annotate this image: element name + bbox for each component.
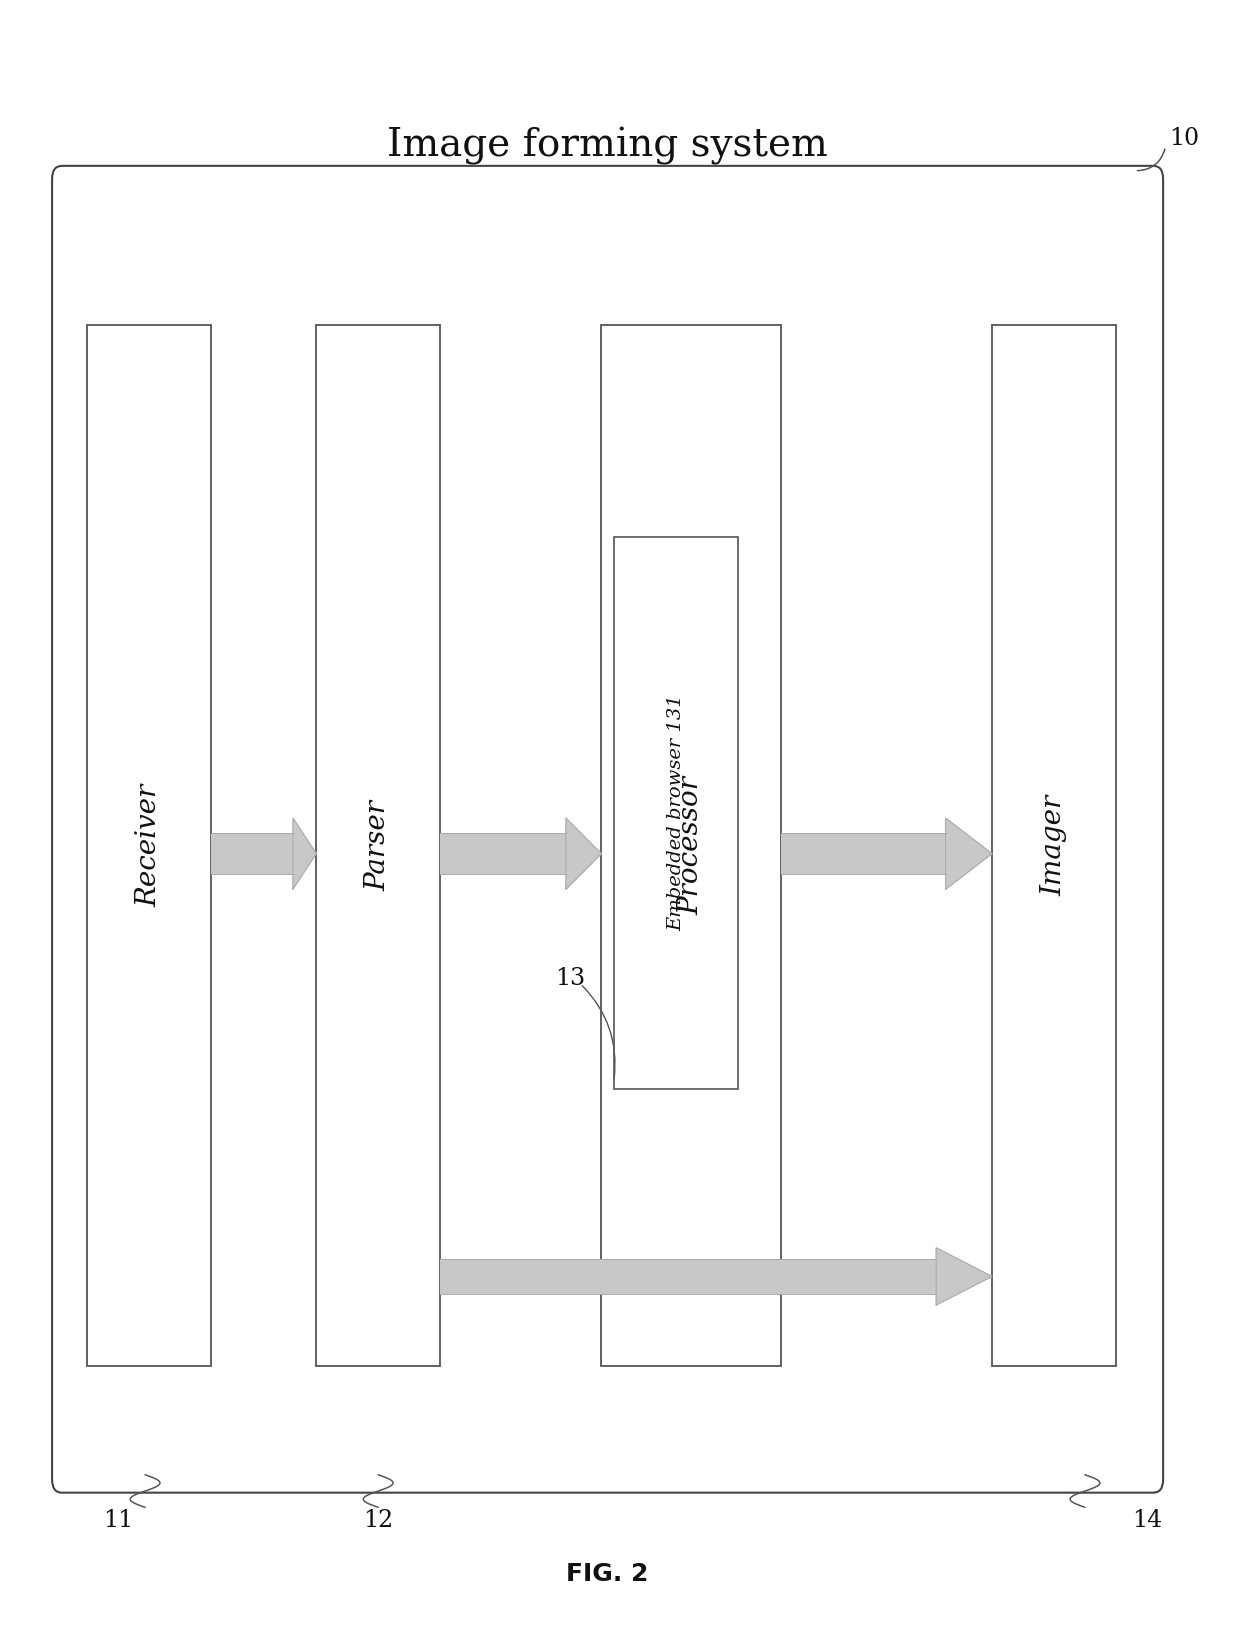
FancyBboxPatch shape — [52, 166, 1163, 1493]
Text: 14: 14 — [1132, 1509, 1162, 1532]
Polygon shape — [946, 818, 992, 889]
Text: Receiver: Receiver — [135, 784, 162, 907]
Bar — [992, 325, 1116, 1366]
Polygon shape — [293, 818, 316, 889]
Text: 12: 12 — [363, 1509, 393, 1532]
Text: Processor: Processor — [678, 776, 704, 915]
Bar — [87, 325, 211, 1366]
Text: Image forming system: Image forming system — [387, 127, 828, 166]
Bar — [601, 325, 781, 1366]
Bar — [440, 1259, 936, 1294]
Bar — [316, 325, 440, 1366]
Text: 10: 10 — [1169, 127, 1199, 150]
Bar — [781, 833, 946, 875]
Text: 13: 13 — [556, 967, 585, 990]
Text: Embedded browser 131: Embedded browser 131 — [667, 694, 684, 932]
Text: Imager: Imager — [1040, 795, 1068, 896]
Bar — [614, 537, 738, 1089]
Bar — [440, 833, 565, 875]
Polygon shape — [936, 1247, 992, 1306]
Text: Parser: Parser — [365, 800, 392, 891]
Bar — [211, 833, 293, 875]
Text: FIG. 2: FIG. 2 — [567, 1563, 649, 1585]
Polygon shape — [565, 818, 601, 889]
Text: 11: 11 — [103, 1509, 133, 1532]
